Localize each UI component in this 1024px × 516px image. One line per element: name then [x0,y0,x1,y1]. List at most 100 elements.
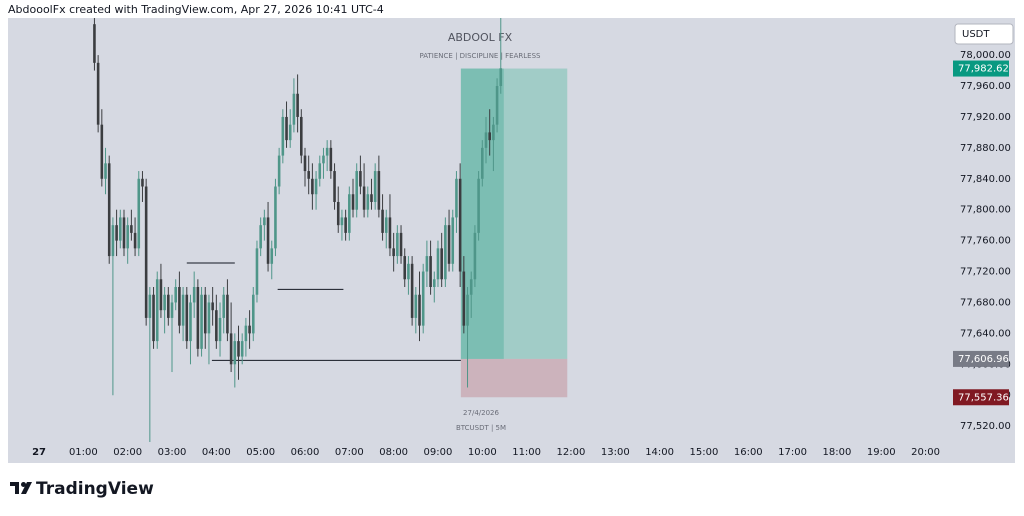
candle-body [155,279,159,342]
candle-body [473,232,477,280]
y-tick-label: 77,720.00 [960,267,1011,278]
candle-body [107,163,111,257]
symbol-label: BTCUSDT | 5M [456,424,506,432]
candle-body [229,333,233,365]
candle-body [388,217,392,249]
candle-body [348,194,351,233]
y-tick-label: 77,840.00 [960,174,1011,185]
candle-body [137,178,141,249]
x-tick-label: 13:00 [601,447,630,458]
candle-body [303,155,307,172]
candle-body [362,186,366,210]
x-tick-label: 01:00 [69,447,98,458]
candle-body [130,225,133,233]
candle-body [211,302,214,311]
candle-body [451,217,455,264]
candle-body [307,171,310,179]
candle-body [355,171,359,210]
candle-body [119,217,122,241]
candle-body [141,178,144,187]
candle-body [458,178,462,272]
candle-body [207,302,211,334]
header: AbdooolFx created with TradingView.com, … [8,3,384,16]
candle-body [300,116,303,156]
candle-body [351,194,355,210]
candle-body [425,256,429,272]
candle-body [100,124,104,179]
candle-body [344,217,347,233]
candle-body [481,147,484,179]
date-label: 27/4/2026 [463,409,499,417]
candle-body [192,287,196,303]
x-tick-label: 11:00 [512,447,541,458]
candle-body [429,256,432,288]
x-tick-label: 04:00 [202,447,231,458]
footer-brand: TradingView [36,479,154,499]
candle-body [414,294,418,318]
x-tick-label: 02:00 [113,447,142,458]
candle-body [189,302,192,342]
candle-body [167,294,170,318]
candle-body [248,325,251,334]
y-tick-label: 77,880.00 [960,143,1011,154]
x-tick-label: 08:00 [379,447,408,458]
candle-body [370,194,373,202]
x-tick-label: 12:00 [557,447,586,458]
x-tick-label: 07:00 [335,447,364,458]
candle-body [93,24,96,63]
candle-body [488,132,491,141]
candle-body [436,248,440,280]
candle-body [96,62,100,125]
candle-body [444,225,447,280]
candle-body [447,225,451,264]
chart-title: ABDOOL FX [448,31,513,44]
logo [10,482,32,494]
x-tick-label: 06:00 [291,447,320,458]
currency: USDT [962,29,990,40]
candle-body [318,163,322,179]
candle-body [432,279,436,288]
candle-body [322,155,325,164]
candle-body [377,171,381,210]
candle-body [288,124,292,141]
y-tick-label: 77,960.00 [960,81,1011,92]
candle-body [407,263,410,280]
candle-body [403,256,407,280]
candle-body [240,341,244,357]
candle-body [251,294,255,334]
candle-body [392,248,395,257]
chart-subtitle: PATIENCE | DISCIPLINE | FEARLESS [420,52,542,60]
x-tick-label: 14:00 [645,447,674,458]
candle-body [440,248,443,280]
price-marker-label: 77,982.62 [958,64,1009,75]
candle-body [285,116,288,141]
price-marker-label: 77,557.36 [958,392,1009,403]
candle-body [104,163,107,179]
y-tick-label: 77,760.00 [960,236,1011,247]
candle-body [185,294,189,342]
candle-body [244,325,248,342]
candle-body [296,93,299,117]
candle-body [115,225,118,241]
candle-body [396,232,399,257]
candle-body [226,294,229,334]
y-tick-label: 77,800.00 [960,205,1011,216]
candle-body [152,294,155,342]
x-tick-label: 18:00 [823,447,852,458]
currency-button[interactable] [954,23,1014,45]
candle-body [410,263,414,318]
x-tick-label: 17:00 [778,447,807,458]
candle-body [314,178,318,195]
x-tick-label: 16:00 [734,447,763,458]
candle-body [178,287,181,326]
x-tick-label: 20:00 [911,447,940,458]
candle-body [366,194,370,210]
candle-body [148,294,152,318]
x-tick-label: 09:00 [424,447,453,458]
candle-body [170,302,174,318]
candle-body [492,124,495,141]
candle-body [144,186,148,318]
candle-body [340,217,344,226]
candle-body [259,225,262,249]
